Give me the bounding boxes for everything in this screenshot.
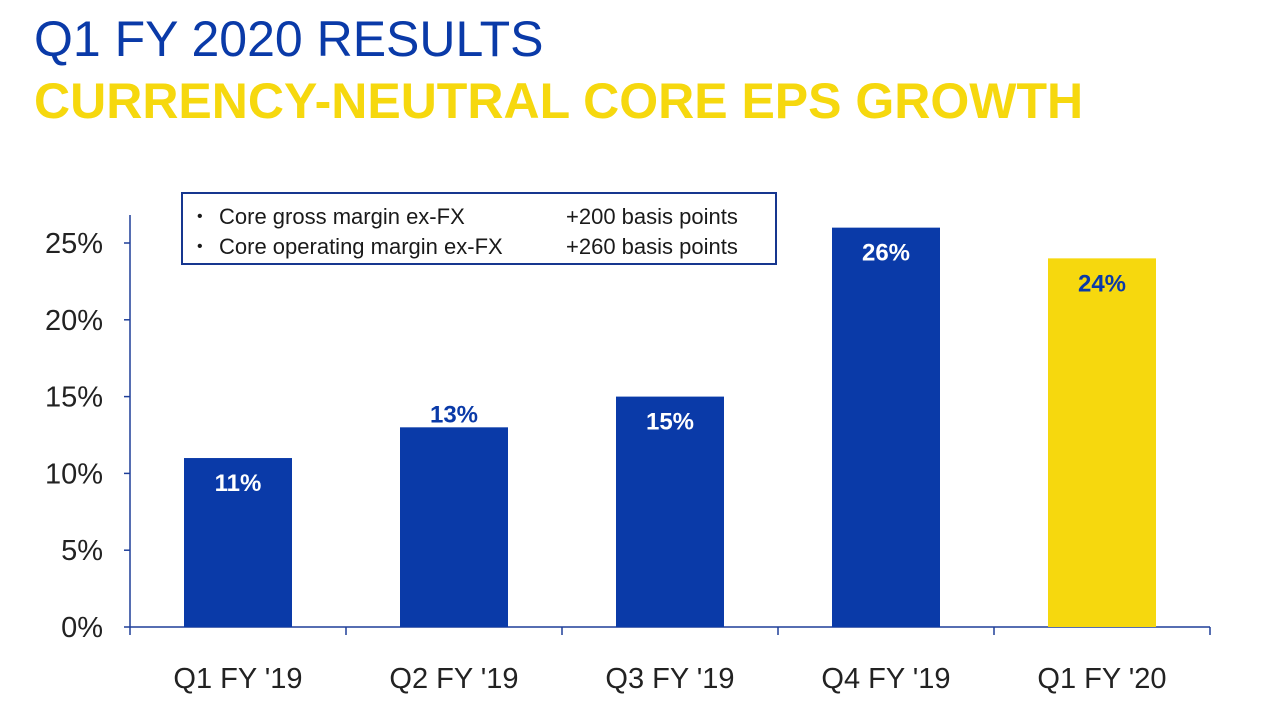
- note-value: +260 basis points: [566, 234, 738, 259]
- y-tick-label: 15%: [45, 382, 103, 414]
- page-subtitle: CURRENCY-NEUTRAL CORE EPS GROWTH: [34, 73, 1084, 129]
- data-label: 15%: [646, 409, 694, 436]
- note-row-operating-margin: • Core operating margin ex-FX: [197, 234, 503, 260]
- note-label: Core operating margin ex-FX: [219, 234, 503, 259]
- bar: [184, 458, 292, 627]
- bullet-icon: •: [197, 208, 203, 225]
- data-label: 13%: [430, 401, 478, 428]
- x-tick-label: Q2 FY '19: [389, 663, 518, 695]
- data-label: 11%: [215, 470, 262, 497]
- data-label: 24%: [1078, 270, 1126, 297]
- y-tick-label: 5%: [61, 535, 103, 567]
- note-value: +200 basis points: [566, 204, 738, 229]
- bar: [616, 396, 724, 627]
- bar: [1048, 258, 1156, 627]
- note-row-gross-margin: • Core gross margin ex-FX: [197, 204, 465, 230]
- y-tick-label: 10%: [45, 458, 103, 490]
- margin-notes-box: • Core gross margin ex-FX +200 basis poin…: [181, 192, 777, 265]
- x-tick-label: Q4 FY '19: [821, 663, 950, 695]
- y-tick-label: 0%: [61, 612, 103, 644]
- bullet-icon: •: [197, 238, 203, 255]
- data-label: 26%: [862, 240, 910, 267]
- y-tick-label: 20%: [45, 305, 103, 337]
- x-tick-label: Q1 FY '20: [1037, 663, 1166, 695]
- note-label: Core gross margin ex-FX: [219, 204, 465, 229]
- x-tick-label: Q1 FY '19: [173, 663, 302, 695]
- x-tick-label: Q3 FY '19: [605, 663, 734, 695]
- y-tick-label: 25%: [45, 228, 103, 260]
- bar: [400, 427, 508, 627]
- page-title: Q1 FY 2020 RESULTS: [34, 11, 544, 67]
- bar: [832, 227, 940, 627]
